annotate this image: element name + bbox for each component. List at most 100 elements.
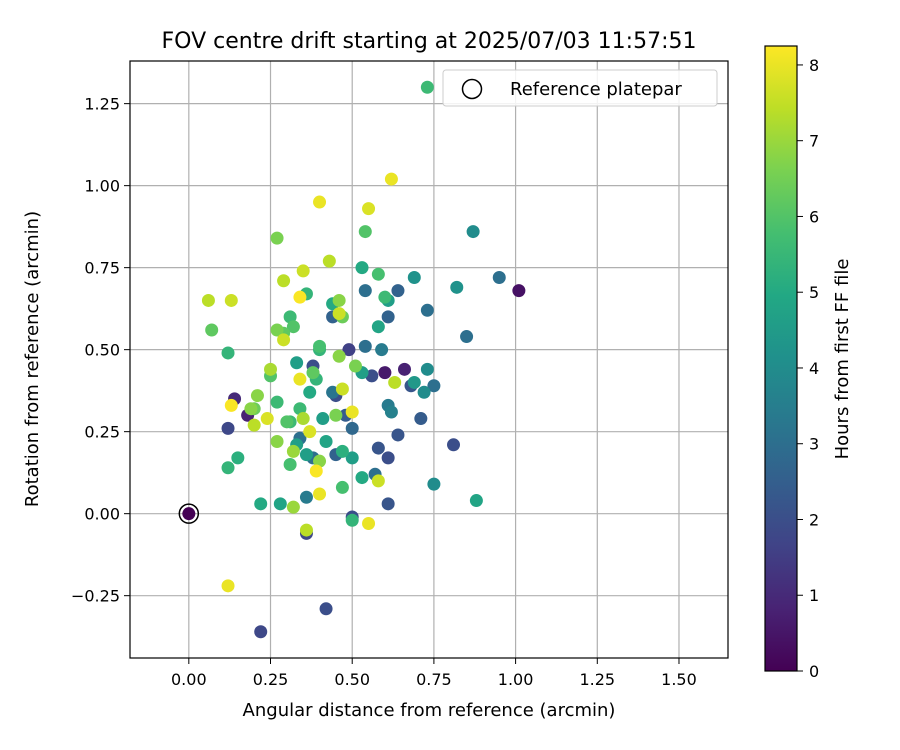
scatter-point [512,284,526,298]
scatter-point [221,421,235,435]
x-axis-label: Angular distance from reference (arcmin) [243,700,616,721]
scatter-point [254,497,268,511]
colorbar-ticks: 0 1 2 3 4 5 6 7 8 [797,56,819,681]
scatter-point [332,307,346,321]
scatter-point [306,366,320,380]
y-tick-label: 0.25 [84,423,120,442]
scatter-point [290,356,304,370]
colorbar-tick-label: 5 [809,283,819,302]
y-tick-label: −0.25 [71,587,120,606]
colorbar [764,45,798,672]
scatter-point [293,402,307,416]
scatter-point [335,444,349,458]
legend-label: Reference platepar [510,79,682,100]
plot-frame [129,60,729,659]
scatter-point [358,225,372,239]
y-tick-label: 0.00 [84,505,120,524]
scatter-point [224,398,238,412]
scatter-point [397,362,411,376]
scatter-point [260,412,274,426]
scatter-point [270,323,284,337]
scatter-point [384,172,398,186]
scatter-point [450,280,464,294]
colorbar-tick-label: 0 [809,662,819,681]
scatter-point [469,494,483,508]
scatter-point [417,385,431,399]
scatter-point [280,415,294,429]
y-axis-ticks: −0.25 0.00 0.25 0.50 0.75 1.00 1.25 [71,95,130,606]
scatter-point [371,474,385,488]
scatter-point [286,500,300,514]
y-tick-label: 0.50 [84,341,120,360]
scatter-point [420,303,434,317]
scatter-point [322,254,336,268]
scatter-point [345,513,359,527]
scatter-point [466,225,480,239]
scatter-point [358,284,372,298]
scatter-point [332,293,346,307]
scatter-point [313,195,327,209]
scatter-point [224,293,238,307]
scatter-point [303,425,317,439]
scatter-point [407,375,421,389]
scatter-point [420,80,434,94]
scatter-point [277,333,291,347]
scatter-point [362,202,376,216]
scatter-point [270,395,284,409]
x-tick-label: 1.50 [661,670,697,689]
scatter-point [447,438,461,452]
y-tick-label: 1.25 [84,95,120,114]
scatter-point [384,405,398,419]
scatter-point [358,339,372,353]
x-tick-label: 0.25 [253,670,289,689]
scatter-point [286,320,300,334]
y-tick-label: 1.00 [84,177,120,196]
scatter-point [254,625,268,639]
scatter-point [313,454,327,468]
scatter-point [283,457,297,471]
scatter-point [381,310,395,324]
x-tick-label: 0.00 [171,670,207,689]
scatter-points [182,80,526,639]
colorbar-label: Hours from first FF file [832,259,853,460]
colorbar-tick-label: 7 [809,132,819,151]
grid [130,61,728,658]
scatter-point [365,369,379,383]
scatter-point [293,372,307,386]
x-tick-label: 1.00 [498,670,534,689]
scatter-point [273,497,287,511]
colorbar-tick-label: 8 [809,56,819,75]
scatter-point [414,412,428,426]
scatter-point [381,451,395,465]
x-axis-ticks: 0.00 0.25 0.50 0.75 1.00 1.25 1.50 [171,658,697,689]
y-tick-label: 0.75 [84,259,120,278]
scatter-point [355,261,369,275]
scatter-point [319,602,333,616]
colorbar-tick-label: 2 [809,510,819,529]
scatter-point [326,385,340,399]
legend: Reference platepar [442,69,718,107]
colorbar-tick-label: 6 [809,207,819,226]
scatter-point [221,579,235,593]
scatter-point [371,267,385,281]
scatter-point [221,461,235,475]
scatter-point [388,375,402,389]
x-tick-label: 0.75 [416,670,452,689]
chart-title: FOV centre drift starting at 2025/07/03 … [162,29,697,54]
scatter-point [391,284,405,298]
scatter-point [335,382,349,396]
scatter-point [335,480,349,494]
scatter-point [205,323,219,337]
scatter-point [355,471,369,485]
scatter-point [250,389,264,403]
scatter-point [362,517,376,531]
scatter-point [283,310,297,324]
scatter-point [420,362,434,376]
scatter-point [296,264,310,278]
colorbar-tick-label: 4 [809,359,819,378]
scatter-point [329,408,343,422]
scatter-point [182,507,196,521]
scatter-point [299,523,313,537]
scatter-point [303,385,317,399]
scatter-point [299,490,313,504]
